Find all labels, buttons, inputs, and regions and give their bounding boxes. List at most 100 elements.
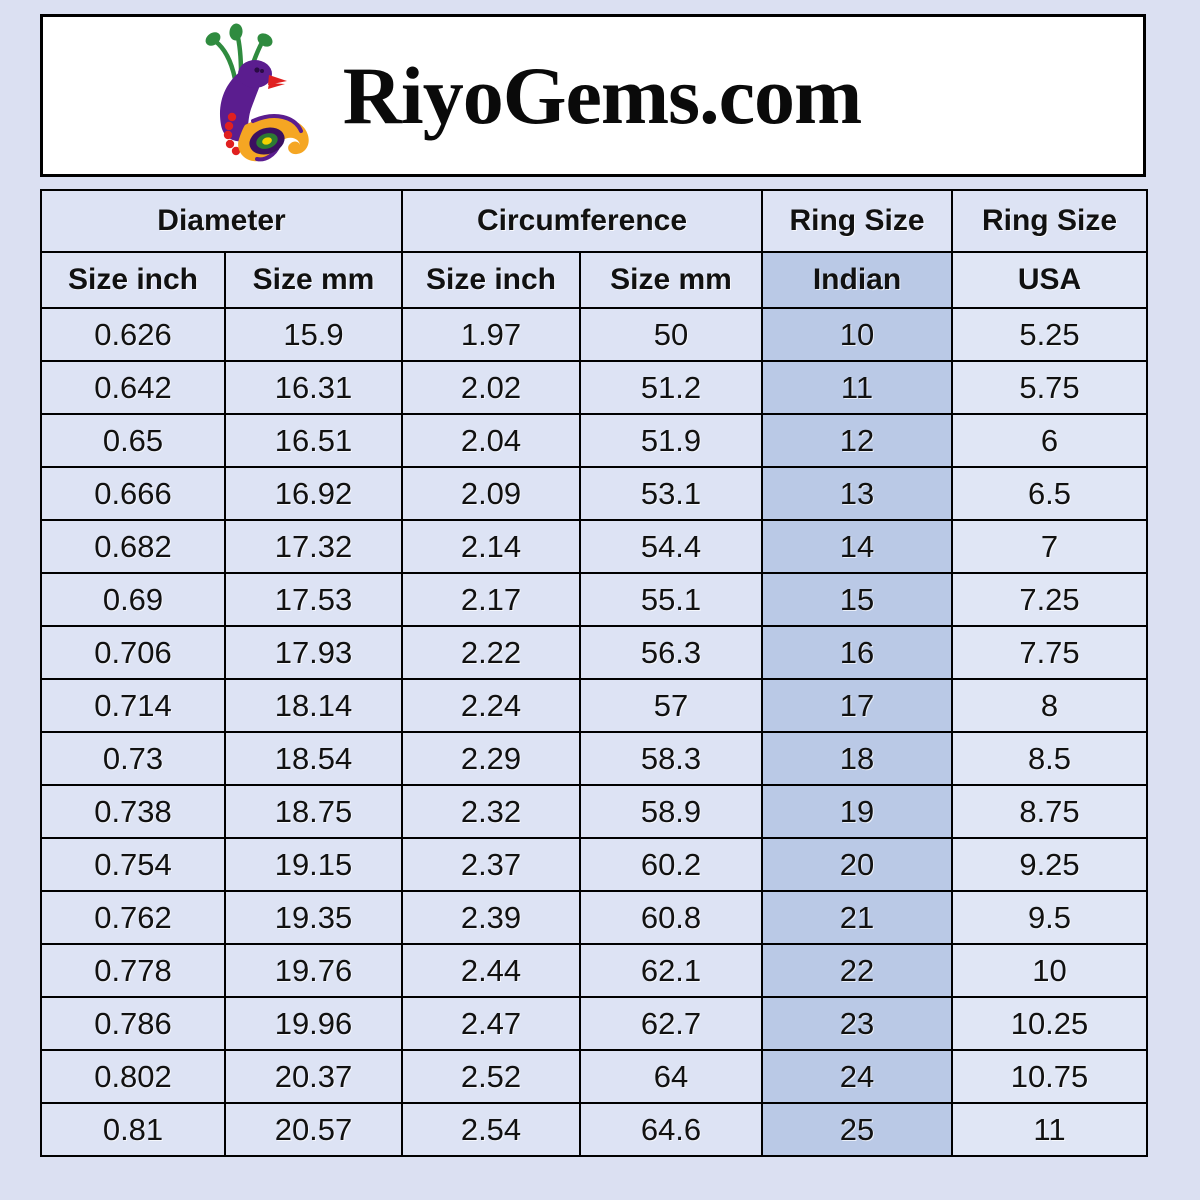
cell-diameter-inch: 0.738	[40, 784, 226, 839]
cell-ring-size-indian: 21	[761, 890, 953, 945]
cell-diameter-inch: 0.65	[40, 413, 226, 468]
cell-circumference-mm: 57	[579, 678, 763, 733]
cell-ring-size-indian: 10	[761, 307, 953, 362]
cell-ring-size-indian: 17	[761, 678, 953, 733]
cell-ring-size-usa: 7	[951, 519, 1148, 574]
cell-diameter-inch: 0.626	[40, 307, 226, 362]
brand-name: RiyoGems.com	[342, 49, 863, 141]
cell-circumference-mm: 64	[579, 1049, 763, 1104]
cell-circumference-mm: 62.1	[579, 943, 763, 998]
cell-ring-size-indian: 13	[761, 466, 953, 521]
cell-circumference-mm: 58.3	[579, 731, 763, 786]
cell-circumference-inch: 2.09	[401, 466, 581, 521]
cell-circumference-inch: 2.14	[401, 519, 581, 574]
table-row: 0.754 19.15 2.37 60.2 20 9.25	[40, 837, 1148, 892]
table-head: Diameter Circumference Ring Size Ring Si…	[40, 189, 1148, 309]
table-body: 0.626 15.9 1.97 50 10 5.25 0.642 16.31 2.02 51.2 1…	[40, 307, 1148, 1157]
cell-circumference-inch: 2.52	[401, 1049, 581, 1104]
cell-circumference-inch: 2.02	[401, 360, 581, 415]
table-row: 0.65 16.51 2.04 51.9 12 6	[40, 413, 1148, 468]
cell-ring-size-usa: 8.75	[951, 784, 1148, 839]
sub-header-diameter-inch: Size inch	[40, 251, 226, 309]
cell-diameter-mm: 20.57	[224, 1102, 403, 1157]
cell-ring-size-usa: 8.5	[951, 731, 1148, 786]
sub-header-circumference-inch: Size inch	[401, 251, 581, 309]
cell-diameter-inch: 0.666	[40, 466, 226, 521]
sub-header-diameter-mm: Size mm	[224, 251, 403, 309]
table-row: 0.69 17.53 2.17 55.1 15 7.25	[40, 572, 1148, 627]
table-row: 0.738 18.75 2.32 58.9 19 8.75	[40, 784, 1148, 839]
cell-diameter-mm: 19.76	[224, 943, 403, 998]
cell-diameter-mm: 19.35	[224, 890, 403, 945]
cell-diameter-mm: 16.31	[224, 360, 403, 415]
peacock-paisley-logo-icon	[175, 21, 325, 171]
cell-ring-size-usa: 6	[951, 413, 1148, 468]
cell-diameter-inch: 0.682	[40, 519, 226, 574]
cell-circumference-inch: 1.97	[401, 307, 581, 362]
group-header-ring-size-indian: Ring Size	[761, 189, 953, 253]
cell-diameter-mm: 17.53	[224, 572, 403, 627]
table-row: 0.682 17.32 2.14 54.4 14 7	[40, 519, 1148, 574]
cell-circumference-inch: 2.37	[401, 837, 581, 892]
cell-diameter-mm: 20.37	[224, 1049, 403, 1104]
cell-diameter-inch: 0.754	[40, 837, 226, 892]
group-header-ring-size-usa: Ring Size	[951, 189, 1148, 253]
cell-diameter-inch: 0.642	[40, 360, 226, 415]
cell-circumference-mm: 53.1	[579, 466, 763, 521]
cell-circumference-inch: 2.17	[401, 572, 581, 627]
table-row: 0.786 19.96 2.47 62.7 23 10.25	[40, 996, 1148, 1051]
table-row: 0.802 20.37 2.52 64 24 10.75	[40, 1049, 1148, 1104]
cell-circumference-inch: 2.47	[401, 996, 581, 1051]
cell-diameter-mm: 18.14	[224, 678, 403, 733]
cell-ring-size-indian: 14	[761, 519, 953, 574]
cell-diameter-mm: 17.93	[224, 625, 403, 680]
table-row: 0.666 16.92 2.09 53.1 13 6.5	[40, 466, 1148, 521]
cell-ring-size-indian: 20	[761, 837, 953, 892]
cell-ring-size-indian: 12	[761, 413, 953, 468]
group-header-diameter: Diameter	[40, 189, 403, 253]
cell-ring-size-indian: 11	[761, 360, 953, 415]
cell-circumference-mm: 60.2	[579, 837, 763, 892]
cell-circumference-mm: 64.6	[579, 1102, 763, 1157]
sub-header-indian: Indian	[761, 251, 953, 309]
cell-diameter-inch: 0.786	[40, 996, 226, 1051]
cell-circumference-mm: 50	[579, 307, 763, 362]
table-row: 0.642 16.31 2.02 51.2 11 5.75	[40, 360, 1148, 415]
cell-diameter-mm: 16.92	[224, 466, 403, 521]
cell-diameter-inch: 0.81	[40, 1102, 226, 1157]
cell-diameter-mm: 18.54	[224, 731, 403, 786]
brand-header: RiyoGems.com	[40, 14, 1146, 177]
cell-ring-size-indian: 18	[761, 731, 953, 786]
cell-ring-size-indian: 15	[761, 572, 953, 627]
cell-circumference-inch: 2.39	[401, 890, 581, 945]
cell-circumference-mm: 56.3	[579, 625, 763, 680]
table-row: 0.73 18.54 2.29 58.3 18 8.5	[40, 731, 1148, 786]
cell-diameter-inch: 0.706	[40, 625, 226, 680]
cell-diameter-inch: 0.69	[40, 572, 226, 627]
cell-circumference-inch: 2.32	[401, 784, 581, 839]
cell-ring-size-usa: 7.25	[951, 572, 1148, 627]
cell-circumference-mm: 60.8	[579, 890, 763, 945]
cell-circumference-mm: 55.1	[579, 572, 763, 627]
cell-ring-size-usa: 9.5	[951, 890, 1148, 945]
group-header-row: Diameter Circumference Ring Size Ring Si…	[40, 189, 1148, 253]
table-row: 0.626 15.9 1.97 50 10 5.25	[40, 307, 1148, 362]
cell-diameter-mm: 17.32	[224, 519, 403, 574]
cell-ring-size-usa: 5.25	[951, 307, 1148, 362]
cell-diameter-inch: 0.714	[40, 678, 226, 733]
cell-ring-size-usa: 11	[951, 1102, 1148, 1157]
sub-header-usa: USA	[951, 251, 1148, 309]
cell-ring-size-usa: 8	[951, 678, 1148, 733]
cell-circumference-mm: 62.7	[579, 996, 763, 1051]
group-header-circumference: Circumference	[401, 189, 763, 253]
cell-ring-size-usa: 9.25	[951, 837, 1148, 892]
table-row: 0.81 20.57 2.54 64.6 25 11	[40, 1102, 1148, 1157]
cell-ring-size-usa: 10.75	[951, 1049, 1148, 1104]
cell-ring-size-usa: 10.25	[951, 996, 1148, 1051]
cell-circumference-inch: 2.24	[401, 678, 581, 733]
sub-header-circumference-mm: Size mm	[579, 251, 763, 309]
cell-ring-size-indian: 22	[761, 943, 953, 998]
cell-ring-size-usa: 6.5	[951, 466, 1148, 521]
cell-circumference-inch: 2.44	[401, 943, 581, 998]
